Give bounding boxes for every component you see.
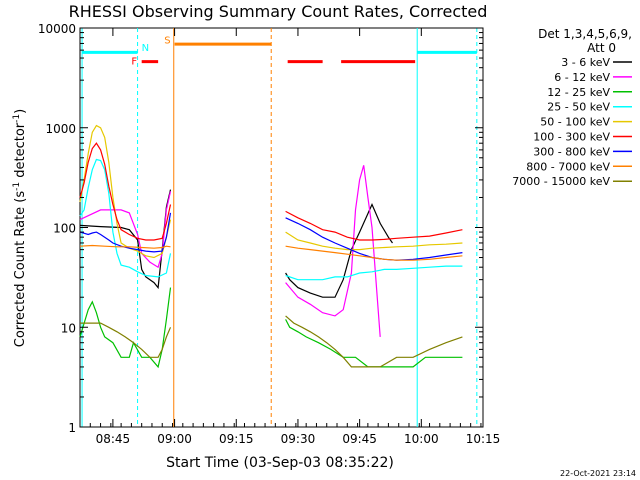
legend-label-3: 25 - 50 keV [547,101,610,114]
legend-label-2: 12 - 25 keV [547,86,610,99]
y-tick-label-1: 10 [61,321,76,335]
legend-label-5: 100 - 300 keV [533,131,610,144]
legend-header-1: Det 1,3,4,5,6,9, [538,27,632,41]
x-tick-label-0: 08:45 [96,432,131,446]
series-lines [79,124,463,369]
legend-label-4: 50 - 100 keV [540,116,610,129]
observing-flag-bars: N S F [82,35,477,68]
series-line-6 [79,212,463,261]
y-axis-label-sup2: -1 [12,114,22,123]
chart-title: RHESSI Observing Summary Count Rates, Co… [69,2,488,21]
y-tick-label-4: 10000 [38,22,76,36]
y-axis: 1 10 100 1000 10000 [38,22,483,435]
x-tick-label-4: 09:45 [342,432,377,446]
x-axis: 08:45 09:00 09:15 09:30 09:45 10:00 10:15 [79,28,501,446]
x-tick-label-1: 09:00 [157,432,192,446]
y-axis-label: Corrected Count Rate (s-1 detector-1) [12,109,28,347]
y-tick-label-0: 1 [68,421,76,435]
legend: Det 1,3,4,5,6,9, Att 0 3 - 6 keV 6 - 12 k… [512,27,632,188]
series-line-2 [79,287,463,369]
y-axis-label-main: Corrected Count Rate (s [13,191,28,348]
y-axis-label-sup1: -1 [12,182,22,191]
x-axis-label: Start Time (03-Sep-03 08:35:22) [166,455,394,471]
legend-label-6: 300 - 800 keV [533,145,610,158]
y-tick-label-3: 1000 [45,122,76,136]
x-tick-label-3: 09:30 [281,432,316,446]
observing-flag-lines [81,28,478,427]
legend-label-8: 7000 - 15000 keV [512,175,610,188]
x-tick-label-5: 10:00 [404,432,439,446]
series-line-5 [79,142,463,241]
footer-timestamp: 22-Oct-2021 23:14 [560,469,636,478]
flag-label-2: F [131,57,137,68]
y-axis-label-end: ) [13,109,28,114]
series-line-8 [80,315,463,368]
flag-label-1: S [164,35,170,46]
series-line-3 [79,158,463,281]
legend-items: 3 - 6 keV 6 - 12 keV 12 - 25 keV 25 - 50 ke… [512,56,632,188]
legend-label-1: 6 - 12 keV [554,71,610,84]
flag-label-0: N [142,43,149,54]
legend-header-2: Att 0 [587,41,616,55]
x-tick-label-2: 09:15 [219,432,254,446]
legend-label-7: 800 - 7000 keV [526,160,610,173]
x-tick-label-6: 10:15 [466,432,501,446]
series-line-7 [79,244,463,261]
y-axis-label-mid: detector [13,122,28,182]
y-tick-label-2: 100 [53,222,76,236]
legend-label-0: 3 - 6 keV [561,56,610,69]
